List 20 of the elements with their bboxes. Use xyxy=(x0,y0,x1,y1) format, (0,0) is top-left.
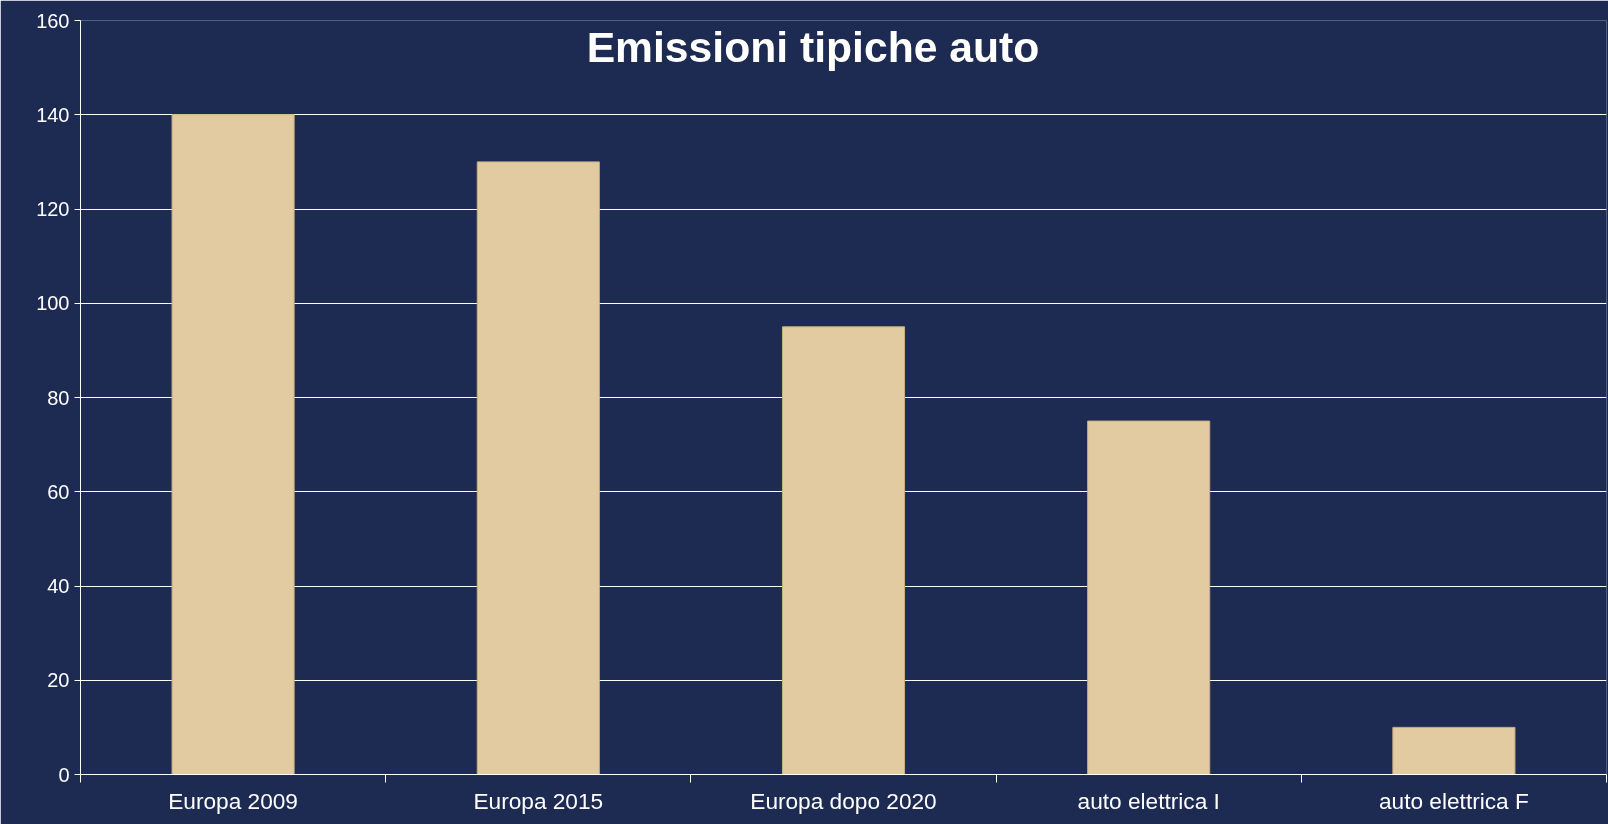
bar xyxy=(781,326,906,775)
bar xyxy=(171,114,295,775)
y-tick-label: 120 xyxy=(36,198,70,220)
x-tick-label: Europa 2015 xyxy=(473,787,604,814)
y-tick-label: 140 xyxy=(36,103,70,126)
x-tick-label: auto elettrica I xyxy=(1077,787,1220,814)
y-tick-label: 40 xyxy=(47,575,70,597)
x-tick-label: Europa dopo 2020 xyxy=(750,787,937,814)
chart-title: Emissioni tipiche auto xyxy=(586,22,1040,71)
x-tick-label: auto elettrica F xyxy=(1378,787,1529,814)
x-tick-label: Europa 2009 xyxy=(168,787,298,814)
y-tick-label: 0 xyxy=(58,763,70,786)
bar xyxy=(1392,726,1516,775)
y-tick-label: 80 xyxy=(47,386,70,409)
bar xyxy=(476,161,600,775)
y-tick-label: 20 xyxy=(47,669,70,692)
y-tick-label: 160 xyxy=(36,9,70,32)
bar xyxy=(1087,420,1211,775)
y-tick-label: 60 xyxy=(47,480,70,503)
y-tick-label: 100 xyxy=(36,292,70,315)
